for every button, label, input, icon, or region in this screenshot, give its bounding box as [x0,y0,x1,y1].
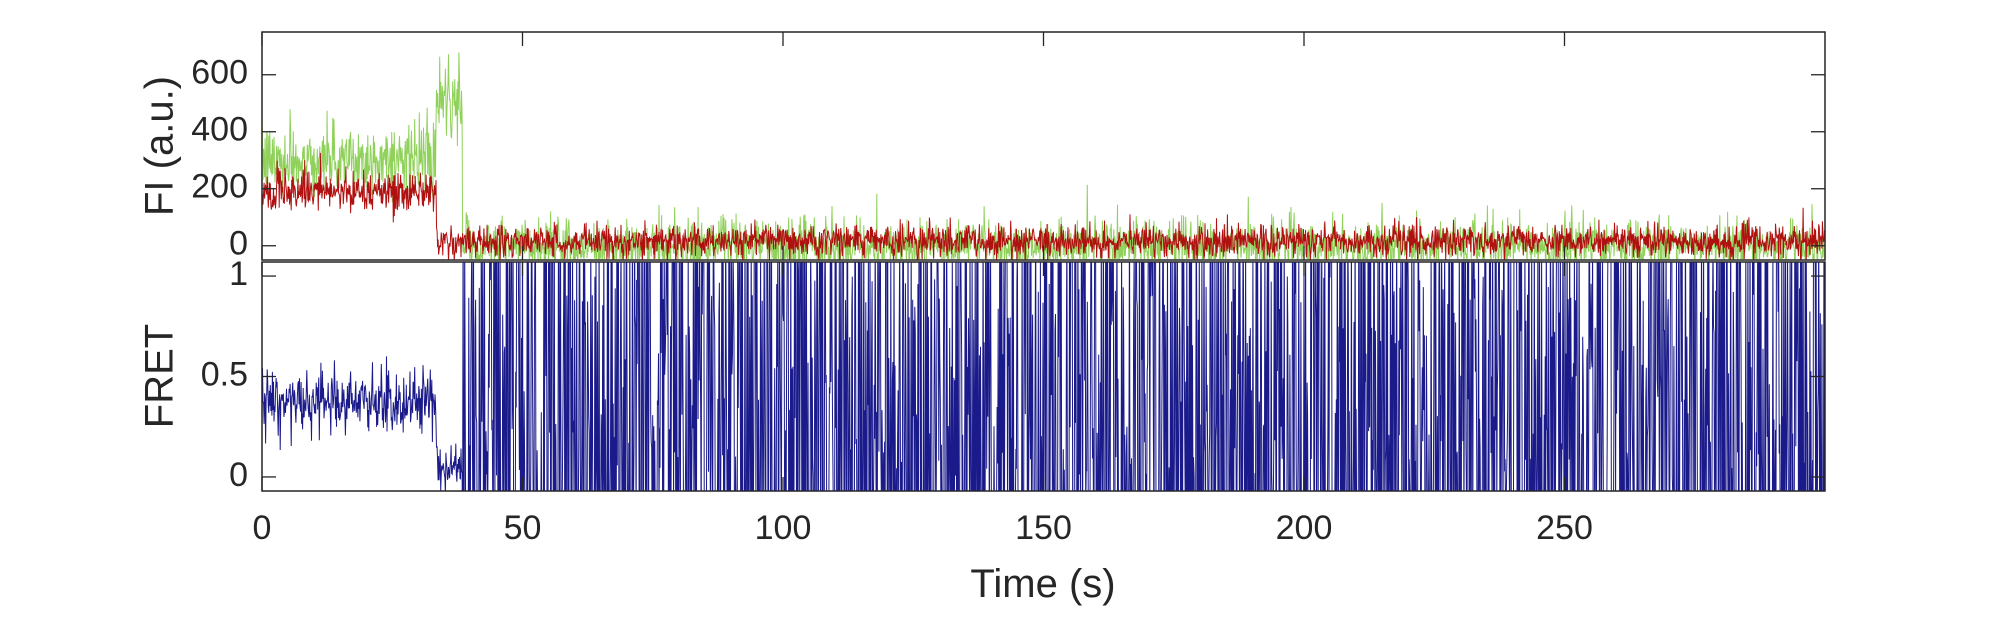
series-line-fret [262,262,1825,491]
x-tick-label: 50 [504,509,542,547]
x-tick-label: 200 [1276,509,1333,547]
y-tick-label: 0 [229,456,248,494]
y-tick-label: 600 [191,54,248,92]
fret-series-group [262,262,1825,491]
fluorescence-y-axis-label: FI (a.u.) [138,76,182,216]
x-tick-label: 100 [755,509,812,547]
y-tick-label: 1 [229,255,248,293]
fluorescence-y-ticks: 0 200 400 600 [191,54,1825,263]
fret-y-axis-label: FRET [138,324,182,428]
y-tick-label: 400 [191,111,248,149]
y-tick-label: 0.5 [201,355,248,393]
y-tick-label: 0 [229,225,248,263]
fluorescence-panel: 0 200 400 600 FI (a.u.) [138,31,1826,263]
top-frame-border [261,31,1826,261]
fret-panel: 00.51 0 50 100 150 200 250 FRET Time (s) [138,32,1826,606]
time-x-axis-label: Time (s) [970,562,1115,606]
x-tick-label: 150 [1015,509,1072,547]
x-tick-label: 0 [253,509,272,547]
x-tick-label: 250 [1536,509,1593,547]
time-x-ticks: 0 50 100 150 200 250 [253,32,1593,547]
bottom-frame-border [261,261,1826,492]
y-tick-label: 200 [191,168,248,206]
fret-y-ticks: 00.51 [201,255,1825,494]
